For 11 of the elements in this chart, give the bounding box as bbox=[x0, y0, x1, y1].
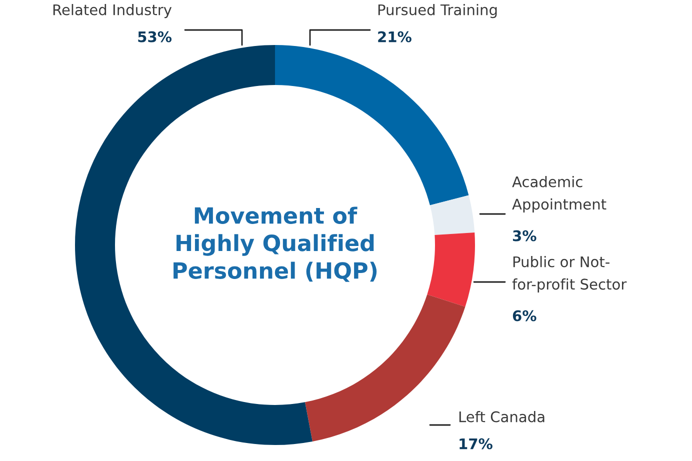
slice-label: Academic Appointment bbox=[512, 176, 606, 213]
data-label: 17% bbox=[460, 438, 492, 450]
slice-label: Left Canada bbox=[459, 411, 544, 422]
data-label: 21% bbox=[378, 31, 412, 42]
slice-label: Pursued Training bbox=[378, 4, 497, 18]
data-label: 53% bbox=[138, 31, 172, 42]
slice-label: Public or Not- for-profit Sector bbox=[512, 256, 627, 293]
data-label: 6% bbox=[512, 310, 536, 322]
text: Movement of Highly Qualified Personnel (HQP) bbox=[174, 206, 377, 282]
slice-label: Related Industry bbox=[53, 4, 172, 18]
data-label: 3% bbox=[512, 230, 536, 242]
